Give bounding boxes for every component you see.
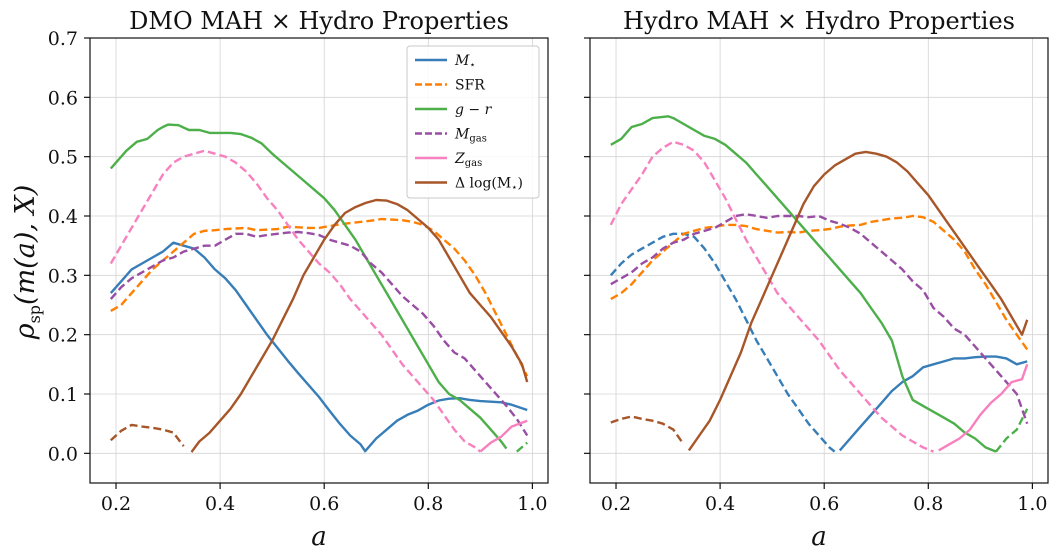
legend-label: Zgas (454, 151, 482, 169)
series-line (609, 232, 836, 453)
panel-title: DMO MAH × Hydro Properties (129, 7, 509, 35)
series-line (479, 419, 528, 453)
legend: M⋆ SFR g − r Mgas Zgas Δ log(M⋆) (406, 45, 540, 199)
series-line (364, 397, 528, 452)
x-axis-label: a (811, 522, 827, 552)
series-line (609, 140, 934, 453)
legend-label: SFR (455, 78, 485, 94)
x-tick-label: 0.2 (601, 493, 631, 515)
x-tick-label: 0.6 (309, 493, 339, 515)
y-tick-label: 0.5 (48, 147, 78, 169)
legend-label: M⋆ (454, 53, 476, 71)
y-tick-label: 0.3 (48, 265, 78, 287)
left-panel: 0.2 0.4 0.6 0.8 1.0 0.0 0.1 0.2 0.3 0.4 0.5 0.6 0.7 D… (48, 7, 549, 552)
legend-label: Δ log(M⋆) (455, 176, 523, 194)
series-line (109, 123, 508, 450)
y-tick-label: 0.7 (48, 28, 78, 50)
series-line (109, 230, 529, 437)
x-tick-label: 0.8 (413, 493, 443, 515)
y-tick-label: 0.4 (48, 206, 78, 228)
right-panel: 0.2 0.4 0.6 0.8 1.0 Hydro MAH × Hydro Propert… (584, 7, 1049, 552)
series-line (110, 217, 529, 377)
legend-label: g − r (455, 102, 493, 118)
series-line (109, 423, 185, 447)
series-line (190, 198, 529, 453)
y-tick-label: 0.2 (48, 325, 78, 347)
series-line (610, 214, 1029, 351)
x-axis-label: a (311, 522, 327, 552)
y-tick-label: 0.0 (48, 443, 78, 465)
series-line (995, 408, 1029, 453)
series-line (938, 363, 1029, 452)
plot-frame (89, 37, 549, 484)
series-line (610, 212, 1029, 425)
series-line (687, 150, 1029, 452)
series-line (610, 415, 685, 446)
x-tick-label: 1.0 (1017, 493, 1047, 515)
x-tick-label: 0.4 (205, 493, 235, 515)
x-tick-label: 0.6 (809, 493, 839, 515)
series-line (109, 241, 367, 453)
x-tick-label: 0.2 (101, 493, 131, 515)
plot-frame (589, 37, 1049, 484)
x-tick-label: 0.8 (913, 493, 943, 515)
legend-label: Mgas (454, 127, 487, 145)
x-tick-label: 1.0 (517, 493, 547, 515)
panel-title: Hydro MAH × Hydro Properties (623, 7, 1015, 35)
y-tick-label: 0.6 (48, 87, 78, 109)
series-line (610, 115, 997, 453)
series-line (838, 355, 1028, 452)
x-tick-label: 0.4 (705, 493, 735, 515)
series-line (516, 441, 528, 453)
y-tick-label: 0.1 (48, 384, 78, 406)
series-line (109, 149, 482, 453)
y-axis-label: ρsp(m(a), X) (10, 185, 44, 341)
